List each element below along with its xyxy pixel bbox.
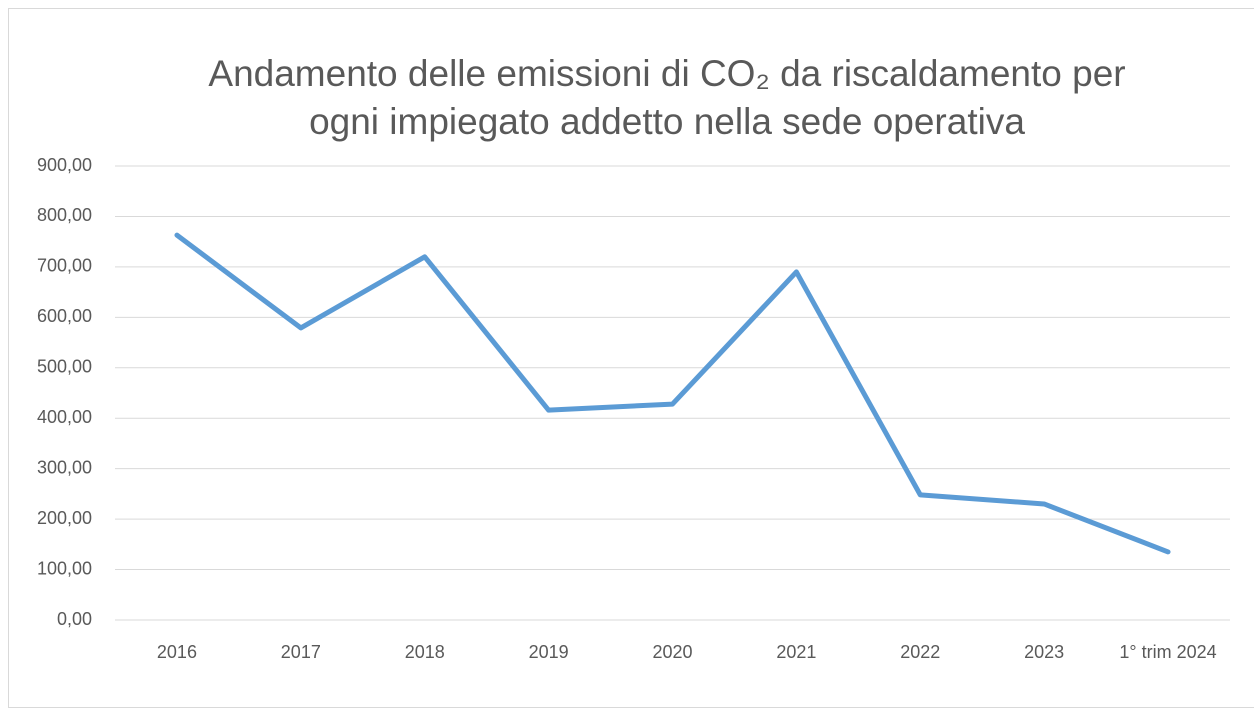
- y-tick-label: 0,00: [57, 609, 92, 629]
- x-tick-label: 2022: [900, 642, 940, 662]
- x-tick-label: 2016: [157, 642, 197, 662]
- y-tick-label: 700,00: [37, 256, 92, 276]
- x-tick-label: 2020: [652, 642, 692, 662]
- y-tick-label: 900,00: [37, 155, 92, 175]
- line-series: [174, 232, 1171, 555]
- x-tick-label: 2021: [776, 642, 816, 662]
- x-tick-label: 2019: [529, 642, 569, 662]
- y-tick-label: 800,00: [37, 205, 92, 225]
- x-tick-label: 2023: [1024, 642, 1064, 662]
- page: {"chart_data": {"type": "line", "title":…: [8, 8, 1254, 708]
- chart-title: Andamento delle emissioni di CO₂ da risc…: [208, 53, 1126, 142]
- x-tick-label: 2017: [281, 642, 321, 662]
- x-tick-label: 1° trim 2024: [1119, 642, 1216, 662]
- y-tick-label: 400,00: [37, 407, 92, 427]
- y-tick-label: 500,00: [37, 357, 92, 377]
- y-tick-label: 100,00: [37, 558, 92, 578]
- y-tick-label: 600,00: [37, 306, 92, 326]
- y-tick-label: 200,00: [37, 508, 92, 528]
- y-tick-label: 300,00: [37, 457, 92, 477]
- chart: 0,00 100,00 200,00 300,00 400,00 500,00 600,00…: [37, 155, 1230, 662]
- x-tick-label: 2018: [405, 642, 445, 662]
